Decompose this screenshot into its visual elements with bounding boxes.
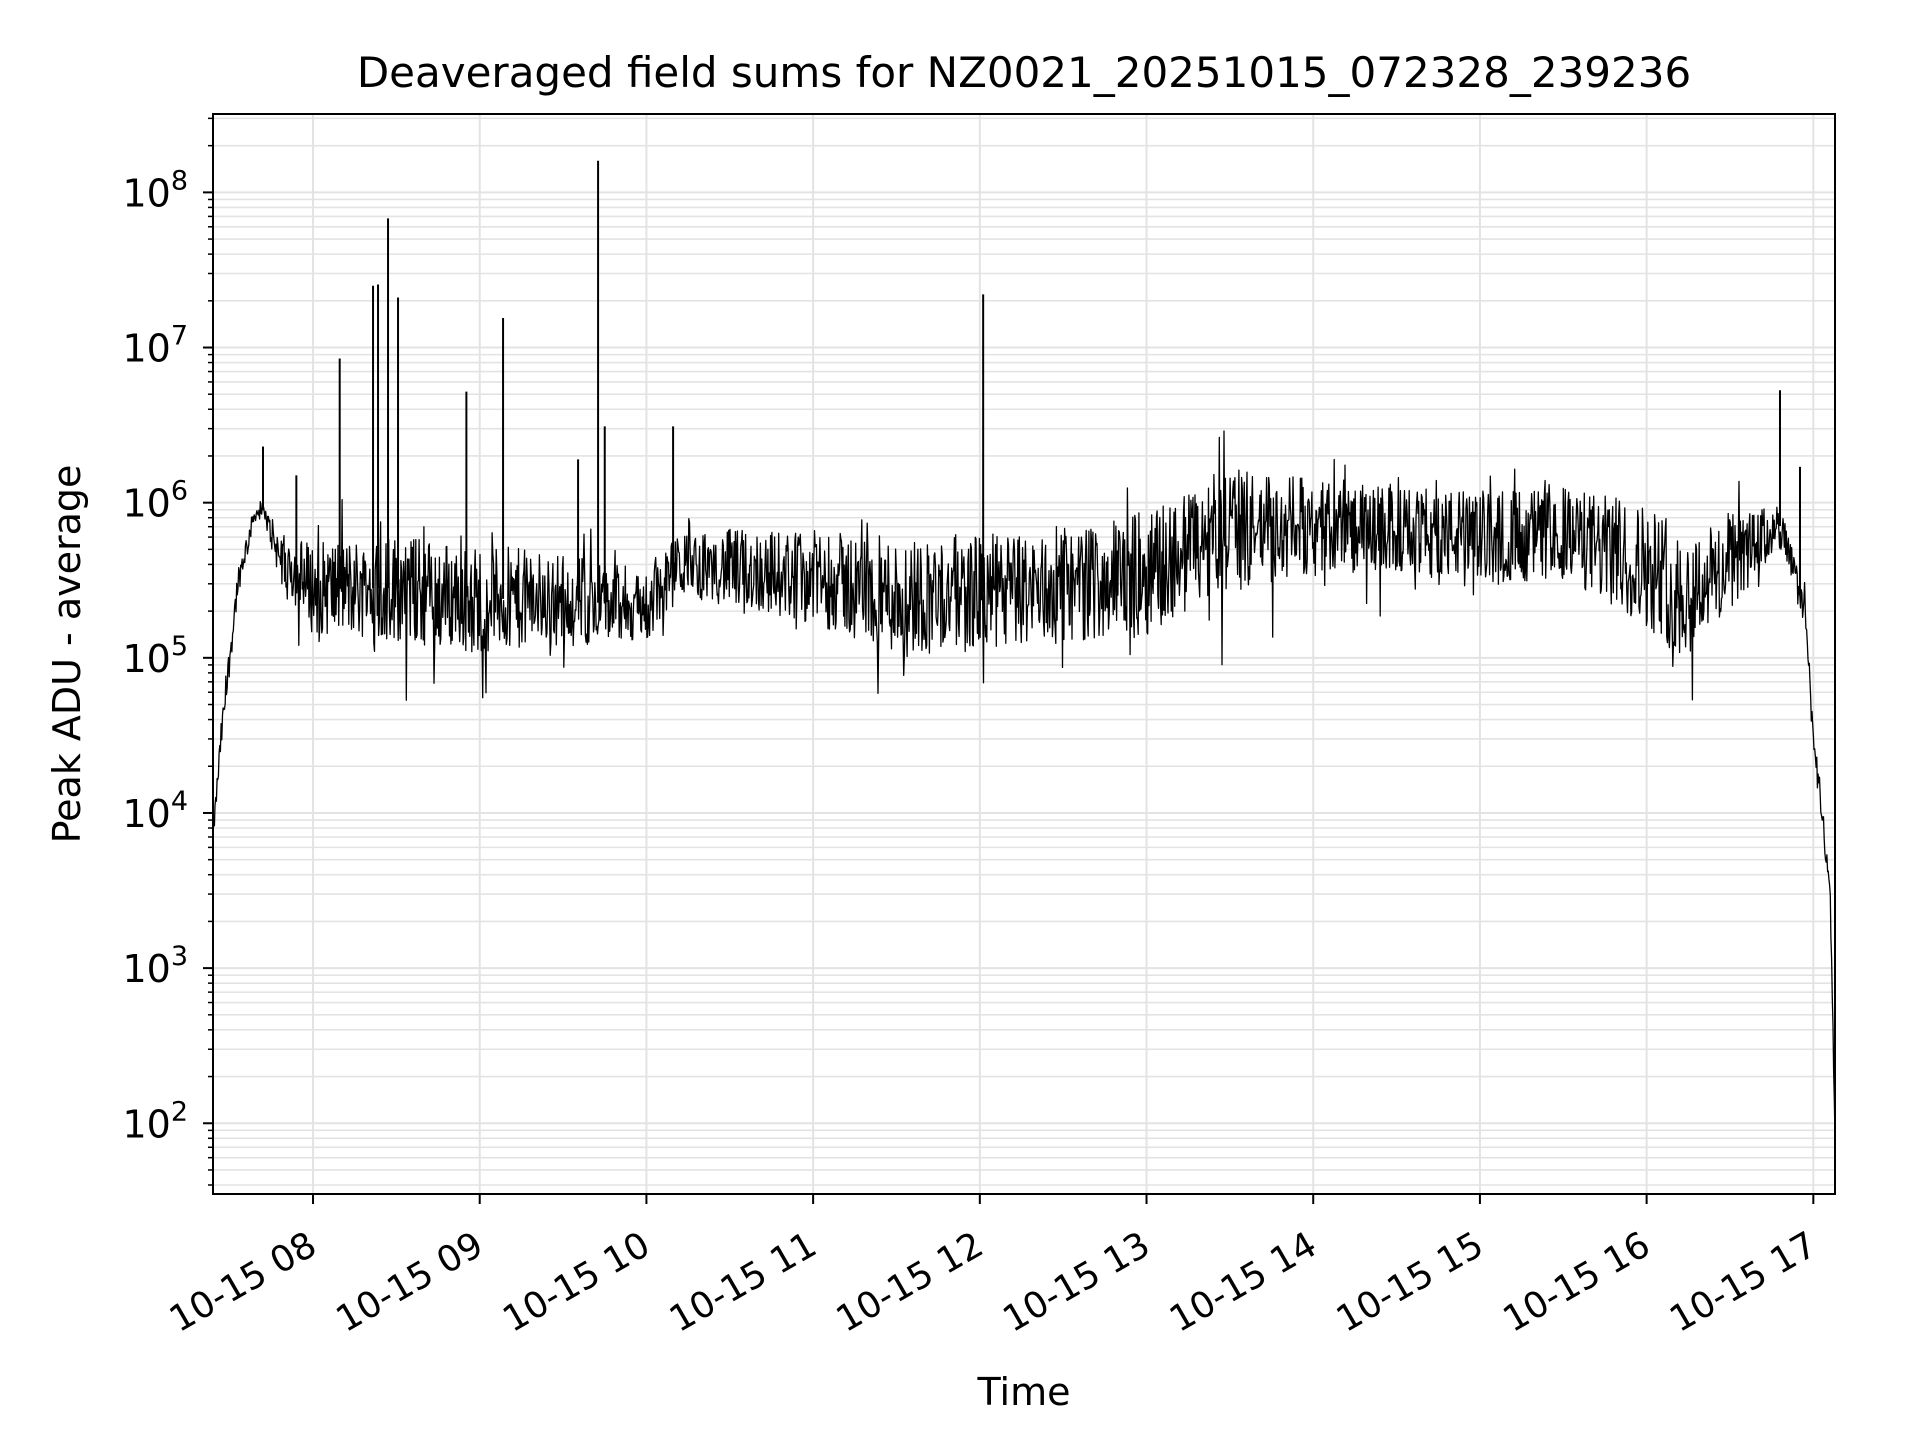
chart-title: Deaveraged field sums for NZ0021_2025101… bbox=[357, 48, 1691, 97]
series-layer bbox=[212, 160, 1836, 1139]
y-tick-label: 104 bbox=[122, 786, 188, 836]
plot-frame bbox=[212, 113, 1836, 1195]
y-tick-label: 107 bbox=[122, 321, 188, 371]
y-tick-label: 106 bbox=[122, 476, 188, 526]
y-axis-label: Peak ADU - average bbox=[45, 465, 89, 844]
y-tick-label: 105 bbox=[122, 631, 188, 681]
x-axis-label: Time bbox=[977, 1370, 1071, 1414]
y-tick-label: 108 bbox=[122, 165, 188, 215]
grid bbox=[213, 114, 1835, 1194]
y-tick-label: 102 bbox=[122, 1096, 188, 1146]
series-line bbox=[212, 430, 1836, 1139]
y-tick-label: 103 bbox=[122, 941, 188, 991]
